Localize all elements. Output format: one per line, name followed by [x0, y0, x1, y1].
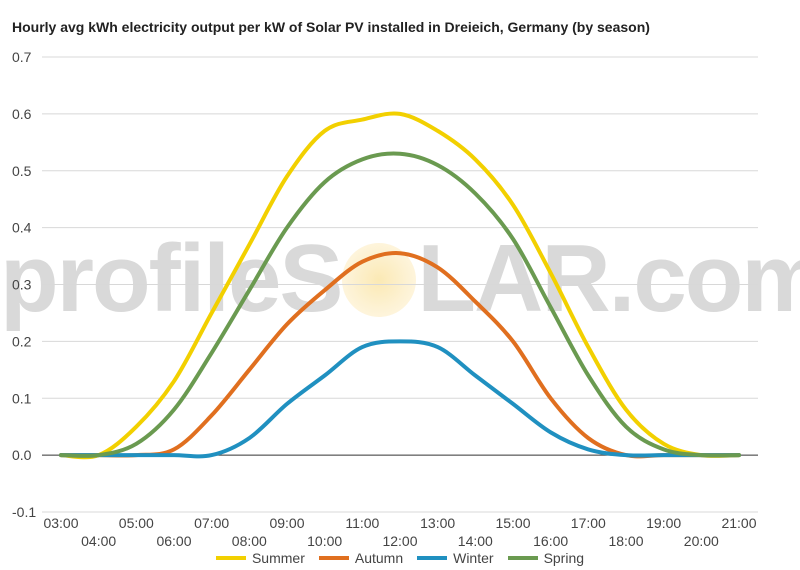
x-axis: 03:0004:0005:0006:0007:0008:0009:0010:00… — [43, 515, 756, 549]
x-tick-label: 17:00 — [571, 515, 606, 531]
y-tick-label: 0.5 — [12, 163, 32, 179]
x-tick-label: 11:00 — [345, 515, 379, 531]
series-lines — [59, 111, 741, 460]
legend-item-winter[interactable]: Winter — [417, 550, 494, 566]
watermark-text-end: LAR.com — [417, 225, 800, 332]
x-tick-label: 15:00 — [495, 515, 530, 531]
x-tick-label: 13:00 — [420, 515, 455, 531]
y-axis: -0.1 0.0 0.1 0.2 0.3 0.4 0.5 0.6 0.7 — [12, 49, 36, 520]
watermark: profileS LAR.com — [0, 224, 800, 334]
legend: Summer Autumn Winter Spring — [0, 550, 800, 566]
y-tick-label: 0.1 — [12, 390, 32, 406]
x-tick-label: 16:00 — [533, 533, 568, 549]
chart-title: Hourly avg kWh electricity output per kW… — [12, 19, 650, 35]
x-tick-label: 12:00 — [382, 533, 417, 549]
legend-label: Spring — [543, 550, 585, 566]
x-tick-label: 03:00 — [43, 515, 78, 531]
x-tick-label: 07:00 — [194, 515, 229, 531]
legend-swatch — [215, 556, 246, 560]
legend-label: Winter — [453, 550, 494, 566]
x-tick-label: 08:00 — [232, 533, 267, 549]
legend-swatch — [507, 556, 538, 560]
x-tick-label: 05:00 — [119, 515, 154, 531]
x-tick-label: 04:00 — [81, 533, 116, 549]
series-line-autumn — [59, 251, 741, 459]
x-tick-label: 14:00 — [458, 533, 493, 549]
y-tick-label: -0.1 — [12, 504, 36, 520]
legend-swatch — [318, 556, 349, 560]
x-tick-label: 09:00 — [269, 515, 304, 531]
y-tick-label: 0.6 — [12, 106, 32, 122]
series-line-spring — [59, 151, 741, 458]
y-tick-label: 0.4 — [12, 220, 32, 236]
watermark-text-start: profileS — [0, 225, 343, 332]
y-tick-label: 0.3 — [12, 277, 32, 293]
y-tick-label: 0.2 — [12, 333, 32, 349]
x-tick-label: 06:00 — [156, 533, 191, 549]
legend-item-autumn[interactable]: Autumn — [318, 550, 404, 566]
legend-item-spring[interactable]: Spring — [507, 550, 585, 566]
series-line-winter — [59, 339, 741, 459]
x-tick-label: 21:00 — [721, 515, 756, 531]
x-tick-label: 18:00 — [608, 533, 643, 549]
x-tick-label: 20:00 — [684, 533, 719, 549]
y-tick-label: 0.0 — [12, 447, 32, 463]
x-tick-label: 10:00 — [307, 533, 342, 549]
legend-label: Summer — [251, 550, 305, 566]
y-tick-label: 0.7 — [12, 49, 32, 65]
series-line-summer — [59, 111, 741, 460]
x-tick-label: 19:00 — [646, 515, 681, 531]
legend-swatch — [417, 556, 448, 560]
legend-label: Autumn — [354, 550, 404, 566]
legend-item-summer[interactable]: Summer — [215, 550, 305, 566]
